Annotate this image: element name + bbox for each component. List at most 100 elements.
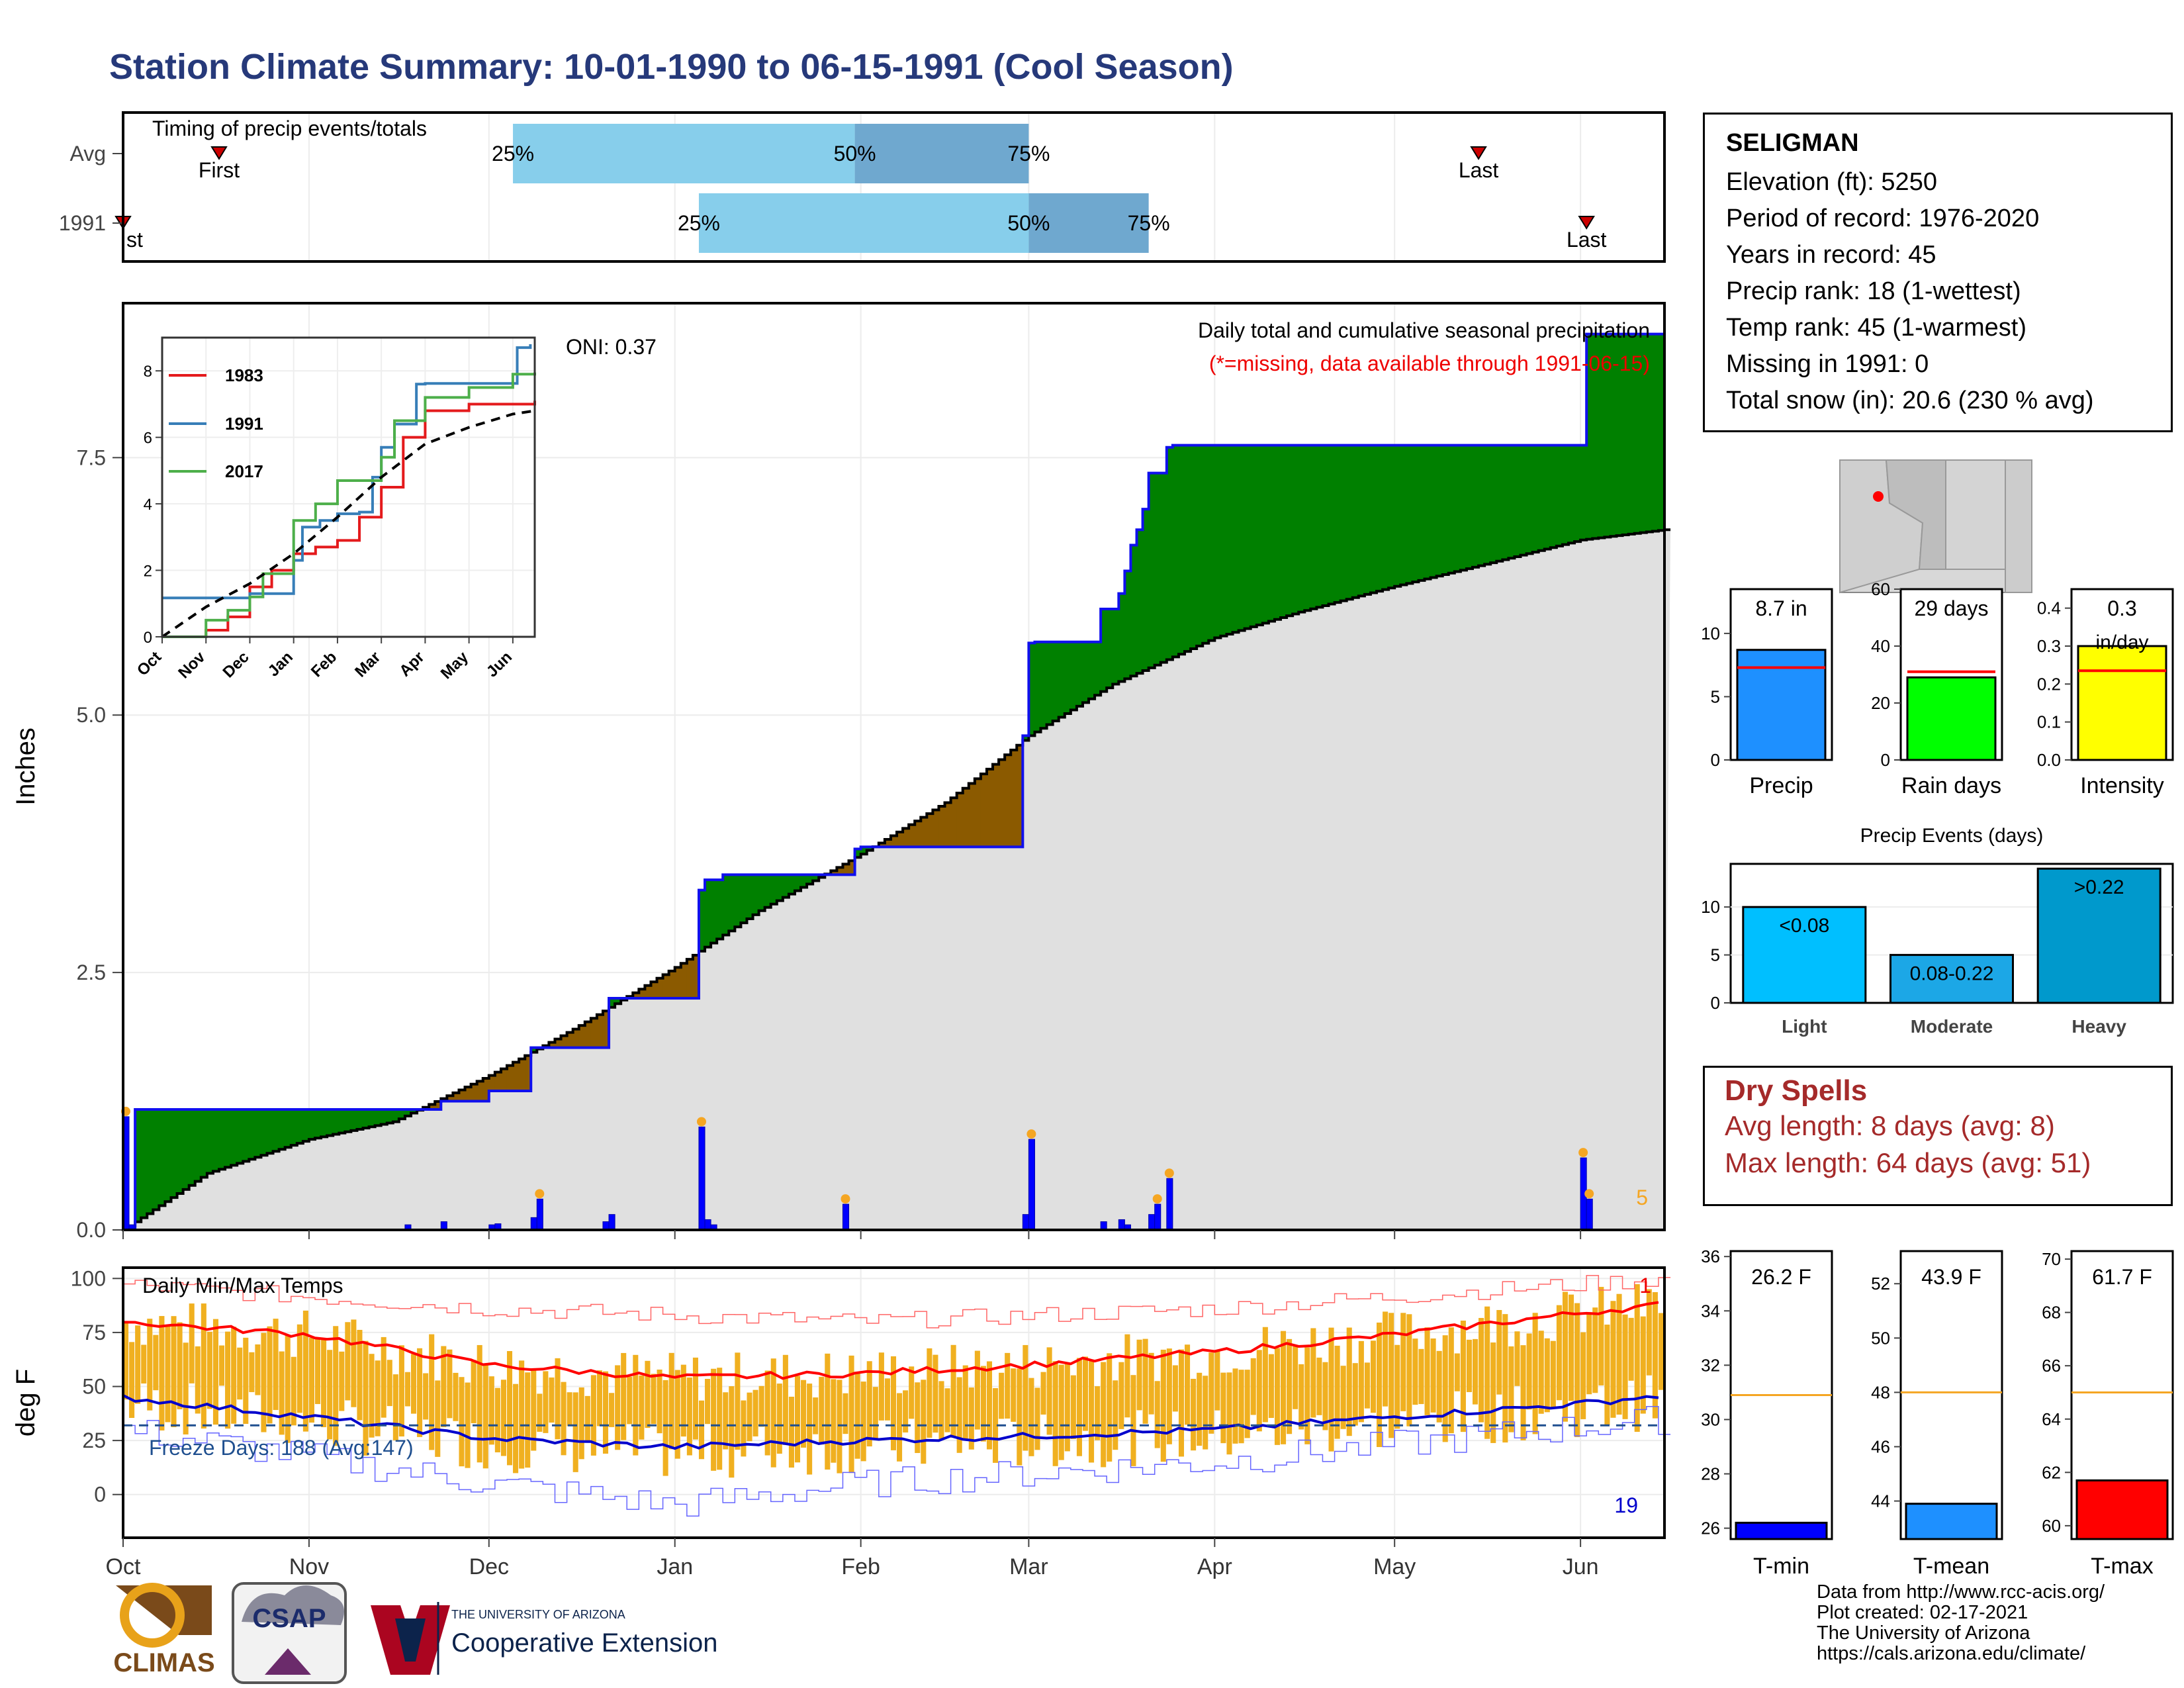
month-label: Jan [657, 1554, 693, 1579]
anomaly-slab [1011, 750, 1017, 847]
daily-temp-bar [645, 1360, 651, 1429]
summary-bar-Intensity [2077, 645, 2167, 761]
daily-temp-bar [1197, 1372, 1203, 1446]
daily-temp-bar [752, 1389, 758, 1436]
timing-p25-label: 25% [492, 142, 534, 165]
daily-temp-bar [206, 1331, 212, 1409]
anomaly-slab [848, 861, 856, 875]
daily-temp-bar [903, 1390, 909, 1432]
anomaly-slab [1562, 445, 1569, 545]
anomaly-slab [1040, 641, 1048, 729]
temp-bottom-count: 19 [1614, 1493, 1638, 1517]
years-line: Years in record: 45 [1726, 241, 1936, 269]
anomaly-slab [1514, 445, 1522, 557]
tsum-category-label: T-max [2091, 1554, 2153, 1579]
precip-corner-count: 5 [1636, 1186, 1648, 1209]
daily-temp-bar [1322, 1362, 1328, 1430]
anomaly-slab [285, 1109, 292, 1148]
anomaly-slab [1310, 445, 1317, 609]
anomaly-slab [933, 810, 940, 847]
daily-precip-bar [1154, 1203, 1161, 1231]
anomaly-slab [999, 759, 1005, 847]
daily-temp-bar [1442, 1335, 1448, 1442]
daily-temp-bar [819, 1376, 825, 1445]
anomaly-slab [758, 874, 766, 911]
anomaly-slab [1287, 445, 1293, 616]
anomaly-slab [1520, 445, 1527, 555]
anomaly-slab [674, 967, 682, 998]
anomaly-slab [1214, 445, 1221, 638]
daily-temp-bar [711, 1368, 717, 1471]
daily-temp-bar [1070, 1375, 1076, 1440]
tsum-ytick-label: 46 [1871, 1436, 1890, 1456]
anomaly-slab [938, 806, 946, 847]
daily-temp-bar [788, 1396, 794, 1468]
anomaly-slab [1526, 445, 1533, 554]
daily-temp-bar [1287, 1338, 1293, 1434]
anomaly-slab [1473, 445, 1479, 567]
anomaly-slab [212, 1109, 220, 1172]
snow-marker [1578, 1148, 1588, 1158]
anomaly-slab [1130, 545, 1138, 677]
daily-temp-bar [291, 1356, 296, 1426]
daily-temp-bar [1005, 1352, 1011, 1419]
snow-marker [535, 1189, 545, 1199]
daily-temp-bar [1460, 1320, 1466, 1432]
anomaly-slab [296, 1109, 304, 1144]
daily-temp-bar [1358, 1340, 1364, 1423]
anomaly-slab [615, 998, 621, 1004]
csap-logo-text: CSAP [252, 1604, 326, 1633]
anomaly-slab [776, 874, 784, 901]
summary-ytick-label: 0.2 [2037, 674, 2061, 694]
daily-temp-bar [1526, 1333, 1532, 1410]
anomaly-slab [668, 970, 676, 998]
daily-temp-bar [441, 1346, 447, 1427]
daily-temp-bar [956, 1377, 962, 1453]
daily-temp-bar [1214, 1350, 1220, 1411]
event-bar-Moderate [1889, 954, 2014, 1004]
daily-temp-bar [482, 1364, 488, 1469]
anomaly-slab [729, 874, 735, 931]
daily-temp-bar [1262, 1327, 1268, 1423]
daily-temp-bar [1208, 1352, 1214, 1434]
station-location-dot [1873, 491, 1884, 502]
daily-temp-bar [1436, 1350, 1442, 1423]
anomaly-slab [488, 1075, 496, 1091]
daily-temp-bar [308, 1338, 314, 1423]
anomaly-slab [735, 874, 742, 927]
daily-temp-bar [1250, 1358, 1256, 1415]
daily-temp-bar [1544, 1338, 1550, 1413]
anomaly-slab [801, 874, 807, 888]
anomaly-slab [279, 1109, 286, 1150]
anomaly-slab [1220, 445, 1228, 636]
anomaly-slab [950, 798, 958, 847]
tsum-value-label: 26.2 F [1751, 1265, 1811, 1289]
anomaly-slab [1370, 445, 1377, 593]
daily-temp-bar [171, 1316, 177, 1427]
daily-temp-bar [980, 1366, 986, 1442]
daily-temp-bar [453, 1372, 459, 1421]
daily-temp-bar [1640, 1316, 1646, 1414]
daily-temp-bar [1334, 1345, 1340, 1439]
anomaly-slab [171, 1109, 178, 1198]
normal-min-line [122, 1394, 1659, 1450]
anomaly-slab [1113, 609, 1119, 684]
anomaly-slab [1580, 445, 1587, 540]
anomaly-slab [1508, 445, 1516, 559]
daily-temp-bar [747, 1392, 752, 1442]
credit-line: Data from http://www.rcc-acis.org/ [1817, 1581, 2105, 1603]
daily-temp-bar [363, 1340, 369, 1456]
daily-temp-bar [962, 1365, 968, 1440]
temp-summary-bars: 26.2 F 26 28 30 32 34 36 T-min 43.9 F 44 46 48 50 52 T… [1701, 1246, 2174, 1579]
daily-temp-bar [1046, 1347, 1052, 1435]
daily-temp-bar [1023, 1344, 1028, 1451]
daily-temp-bar [1412, 1338, 1418, 1405]
events-ytick-label: 5 [1711, 945, 1720, 965]
map-tx [2005, 459, 2032, 593]
anomaly-slab [506, 1065, 514, 1091]
timing-p75-label: 75% [1128, 211, 1170, 235]
daily-temp-bar [1592, 1307, 1598, 1393]
precip-ylabel: Inches [11, 727, 40, 806]
oni-label: ONI: 0.37 [566, 335, 657, 359]
anomaly-slab [243, 1109, 250, 1162]
